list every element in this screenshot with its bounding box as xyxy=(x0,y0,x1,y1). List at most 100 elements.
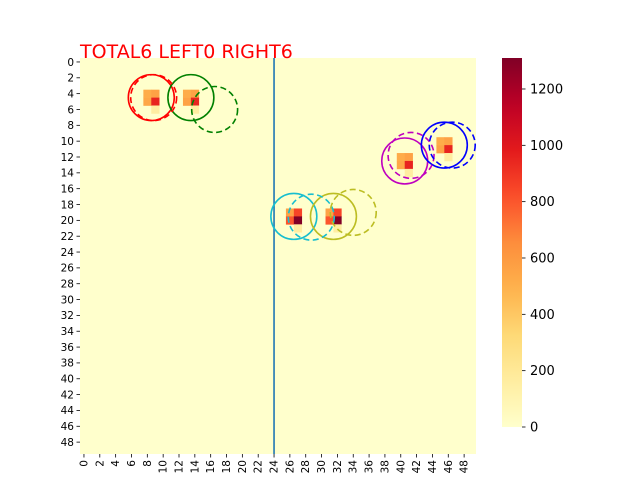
heatmap-cell xyxy=(333,216,342,225)
solid-circle xyxy=(270,192,318,241)
heatmap-cell xyxy=(285,216,295,225)
heatmap-cell xyxy=(396,160,406,170)
y-tick-label: 10 xyxy=(61,136,74,148)
y-tick-label: 26 xyxy=(61,263,75,275)
x-tick-label: 8 xyxy=(142,460,154,467)
x-tick-label: 42 xyxy=(411,460,423,473)
heatmap-cell xyxy=(333,208,342,217)
y-tick-label: 28 xyxy=(61,279,74,291)
x-tick-label: 6 xyxy=(126,460,138,467)
heatmap-cell xyxy=(190,89,200,98)
heatmap-cell xyxy=(436,145,445,154)
y-tick-label: 12 xyxy=(61,152,74,164)
x-tick-label: 48 xyxy=(459,460,471,473)
heatmap-cell xyxy=(404,168,413,178)
dashed-circle xyxy=(190,85,239,134)
y-tick-label: 2 xyxy=(67,73,74,85)
y-tick-label: 0 xyxy=(67,57,74,69)
x-tick-label: 24 xyxy=(269,460,281,474)
y-tick-label: 36 xyxy=(61,342,75,354)
heatmap-cell xyxy=(151,89,160,98)
colorbar-tick-label: 200 xyxy=(530,364,555,379)
heatmap-cell xyxy=(325,216,334,225)
y-tick-label: 30 xyxy=(61,294,74,306)
x-tick-label: 2 xyxy=(94,460,106,467)
x-tick-label: 44 xyxy=(427,460,439,474)
x-tick-label: 30 xyxy=(316,460,328,473)
y-tick-label: 42 xyxy=(61,389,74,401)
solid-circle xyxy=(309,192,358,241)
heatmap-cell xyxy=(444,137,453,146)
y-tick-label: 22 xyxy=(61,231,74,243)
colorbar-tick-label: 1000 xyxy=(530,139,563,154)
heatmap-cell xyxy=(190,97,200,106)
heatmap-cell xyxy=(444,145,453,154)
heatmap-cell xyxy=(190,105,200,114)
y-tick-label: 6 xyxy=(67,104,74,116)
heatmap-cell xyxy=(436,137,445,146)
dashed-circle xyxy=(287,193,336,241)
solid-circle xyxy=(167,73,215,122)
colorbar-tick-label: 400 xyxy=(530,308,555,323)
y-tick-label: 38 xyxy=(61,358,74,370)
dashed-circle xyxy=(387,131,435,180)
colorbar-tick-label: 800 xyxy=(530,195,555,210)
heatmap-cell xyxy=(293,216,303,225)
heatmap-plot xyxy=(80,58,477,454)
y-tick-label: 40 xyxy=(61,374,74,386)
chart-title: TOTAL6 LEFT0 RIGHT6 xyxy=(79,41,293,63)
heatmap-cell xyxy=(404,160,413,170)
y-axis-ticks: 0246810121416182022242628303234363840424… xyxy=(61,57,80,449)
colorbar: 0 200 400 600 800 1000 1200 xyxy=(502,58,563,436)
y-tick-label: 16 xyxy=(61,183,75,195)
x-tick-label: 10 xyxy=(158,460,170,473)
y-tick-label: 4 xyxy=(67,88,74,100)
y-tick-label: 8 xyxy=(67,120,74,132)
heatmap-cell xyxy=(151,105,160,114)
x-tick-label: 0 xyxy=(78,460,90,467)
y-tick-label: 20 xyxy=(61,215,74,227)
heatmap-cell xyxy=(404,153,413,162)
heatmap-cell xyxy=(182,97,192,106)
heatmap-cell xyxy=(444,153,453,162)
heatmap-cell xyxy=(143,97,152,106)
x-tick-label: 16 xyxy=(205,460,217,474)
y-tick-label: 48 xyxy=(61,437,74,449)
x-tick-label: 22 xyxy=(253,460,265,473)
y-tick-label: 14 xyxy=(61,168,75,180)
x-tick-label: 14 xyxy=(189,460,201,474)
x-tick-label: 38 xyxy=(379,460,391,473)
x-tick-label: 20 xyxy=(237,460,249,473)
x-tick-label: 12 xyxy=(174,460,186,473)
heatmap-cell xyxy=(151,97,160,106)
x-tick-label: 26 xyxy=(284,460,296,474)
y-tick-label: 44 xyxy=(61,405,75,417)
solid-circle xyxy=(420,121,469,169)
x-tick-label: 34 xyxy=(348,460,360,474)
dashed-circle xyxy=(129,73,178,122)
heatmap-cell xyxy=(333,224,342,233)
x-tick-label: 40 xyxy=(395,460,407,473)
y-tick-label: 18 xyxy=(61,199,74,211)
x-tick-label: 4 xyxy=(110,460,122,467)
heatmap-background xyxy=(80,58,476,454)
x-tick-label: 28 xyxy=(300,460,312,473)
x-tick-label: 32 xyxy=(332,460,344,473)
colorbar-gradient xyxy=(502,58,522,427)
x-tick-label: 18 xyxy=(221,460,233,473)
heatmap-cell xyxy=(143,89,152,98)
x-axis-ticks: 0 2 4 6 8 10 12 14 16 18 20 22 24 26 28 30 32 34 36 38 40 42 4… xyxy=(78,454,471,474)
heatmap-cell xyxy=(293,208,303,217)
y-tick-label: 24 xyxy=(61,247,75,259)
heatmap-cell xyxy=(396,153,406,162)
y-tick-label: 32 xyxy=(61,310,74,322)
heatmap-cell xyxy=(293,224,303,233)
y-tick-label: 46 xyxy=(61,421,75,433)
colorbar-tick-label: 1200 xyxy=(530,82,563,97)
dashed-circle xyxy=(329,188,378,237)
x-tick-label: 36 xyxy=(364,460,376,474)
x-tick-label: 46 xyxy=(443,460,455,474)
dashed-circle xyxy=(428,121,477,169)
heatmap-cell xyxy=(285,208,295,217)
